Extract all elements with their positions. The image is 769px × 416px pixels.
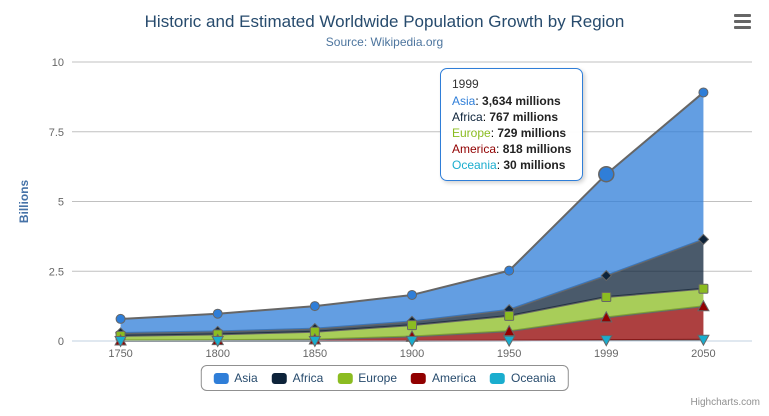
legend-swatch-oceania [490, 372, 506, 384]
marker-oceania-1850[interactable] [308, 335, 322, 348]
legend-item-america[interactable]: America [411, 371, 476, 385]
marker-america-1999[interactable] [599, 310, 613, 323]
y-axis-label: 0 [58, 336, 64, 348]
y-axis-label: 10 [52, 57, 64, 69]
marker-europe-1950[interactable] [504, 310, 515, 321]
marker-asia-1800[interactable] [212, 308, 223, 319]
tooltip: 1999 Asia: 3,634 millions Africa: 767 mil… [440, 68, 584, 181]
credits-link[interactable]: Highcharts.com [690, 397, 760, 408]
legend: Asia Africa Europe America Oceania [200, 365, 569, 391]
y-axis-label: 2.5 [49, 266, 64, 278]
area-america[interactable] [120, 306, 704, 341]
legend-label: Oceania [511, 371, 556, 385]
tooltip-row-oceania: Oceania: 30 millions [452, 158, 566, 172]
x-axis-label: 2050 [691, 348, 715, 360]
marker-asia-1900[interactable] [407, 289, 417, 300]
hamburger-icon [733, 14, 751, 17]
marker-america-2050[interactable] [697, 299, 710, 312]
tooltip-row-america: America: 818 millions [452, 142, 572, 156]
legend-item-europe[interactable]: Europe [337, 371, 397, 385]
x-axis-label: 1950 [497, 348, 521, 360]
legend-item-africa[interactable]: Africa [271, 371, 324, 385]
marker-africa-1999[interactable] [600, 269, 612, 282]
marker-europe-2050[interactable] [698, 283, 709, 294]
chart-subtitle: Source: Wikipedia.org [325, 35, 444, 49]
hamburger-icon [733, 26, 751, 29]
marker-africa-2050[interactable] [697, 233, 710, 246]
x-axis-label: 1800 [205, 348, 229, 360]
tooltip-header: 1999 [452, 77, 479, 91]
legend-swatch-asia [213, 372, 229, 384]
marker-asia-1750[interactable] [115, 313, 126, 324]
area-africa[interactable] [120, 239, 704, 336]
area-asia[interactable] [120, 92, 704, 333]
legend-label: America [432, 371, 477, 385]
marker-europe-1900[interactable] [407, 320, 417, 331]
hamburger-icon [733, 20, 751, 23]
marker-oceania-1800[interactable] [211, 335, 225, 348]
context-menu-button[interactable] [730, 13, 754, 33]
marker-oceania-1999[interactable] [599, 335, 613, 347]
marker-oceania-1950[interactable] [502, 335, 516, 348]
marker-oceania-2050[interactable] [697, 334, 710, 347]
hovered-point[interactable] [598, 165, 615, 183]
chart-title: Historic and Estimated Worldwide Populat… [144, 12, 625, 31]
tooltip-row-africa: Africa: 767 millions [452, 110, 559, 124]
marker-oceania-1750[interactable] [114, 335, 127, 348]
x-axis-label: 1900 [400, 348, 424, 360]
tooltip-row-europe: Europe: 729 millions [452, 126, 567, 140]
legend-item-asia[interactable]: Asia [213, 371, 258, 385]
legend-item-oceania[interactable]: Oceania [490, 371, 556, 385]
x-axis-label: 1750 [108, 348, 132, 360]
tooltip-row-asia: Asia: 3,634 millions [452, 94, 561, 108]
x-axis-label: 1999 [594, 348, 618, 360]
marker-oceania-1900[interactable] [405, 335, 419, 348]
legend-swatch-africa [271, 372, 287, 384]
legend-swatch-europe [337, 372, 353, 384]
legend-label: Europe [358, 371, 398, 385]
marker-asia-1950[interactable] [504, 265, 515, 276]
y-axis-title: Billions [17, 180, 31, 224]
x-axis-label: 1850 [303, 348, 327, 360]
y-axis-label: 5 [58, 197, 64, 209]
legend-label: Africa [292, 371, 324, 385]
y-axis-label: 7.5 [49, 127, 64, 139]
tooltip-rows: Asia: 3,634 millions Africa: 767 millions… [452, 93, 571, 173]
marker-europe-1999[interactable] [601, 292, 612, 303]
marker-asia-2050[interactable] [698, 87, 709, 98]
legend-swatch-america [411, 372, 427, 384]
marker-asia-1850[interactable] [309, 301, 320, 312]
legend-label: Asia [234, 371, 258, 385]
